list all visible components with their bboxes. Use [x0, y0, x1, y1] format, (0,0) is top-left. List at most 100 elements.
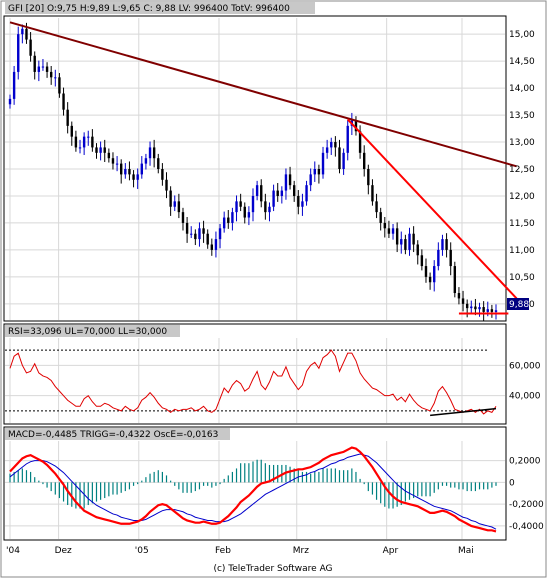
candle-body	[280, 190, 284, 196]
price-header: GFI [20] O:9,75 H:9,89 L:9,65 C: 9,88 LV…	[8, 4, 290, 14]
rsi-trendline	[430, 407, 497, 417]
candle-body	[12, 71, 16, 99]
candle-body	[255, 185, 259, 196]
candle-body	[260, 185, 263, 202]
rsi-y-tick: 40,000	[509, 392, 541, 402]
candle-body	[124, 169, 127, 175]
price-y-tick: 10,50	[509, 273, 535, 283]
price-y-tick: 12,50	[509, 165, 535, 175]
candle-body	[99, 147, 102, 153]
candle-body	[231, 212, 234, 223]
rsi-line	[9, 349, 497, 415]
rsi-y-tick: 60,000	[509, 361, 541, 371]
candle-body	[235, 201, 238, 213]
candle-body	[461, 298, 465, 304]
candle-body	[111, 158, 115, 164]
candle-body	[371, 185, 374, 202]
candle-body	[437, 249, 440, 267]
price-y-tick: 12,00	[509, 192, 535, 202]
candle-body	[157, 158, 160, 169]
candle-body	[33, 55, 36, 72]
macd-y-tick: -0,4000	[509, 522, 544, 532]
candle-body	[301, 201, 304, 207]
macd-header-bg	[5, 428, 230, 440]
rsi-header: RSI=33,096 UL=70,000 LL=30,000	[8, 327, 167, 337]
candle-body	[391, 228, 395, 234]
candle-body	[478, 307, 481, 310]
candle-body	[470, 306, 473, 309]
candle-body	[45, 66, 49, 72]
candle-body	[87, 136, 90, 138]
candle-body	[218, 228, 222, 240]
candle-body	[206, 233, 209, 245]
candle-body	[305, 185, 308, 202]
candle-body	[78, 147, 82, 149]
candle-body	[243, 206, 246, 218]
candle-body	[91, 136, 94, 148]
price-y-tick: 13,50	[509, 111, 535, 121]
trigger-line	[9, 453, 497, 530]
candle-body	[268, 206, 271, 213]
candle-body	[173, 201, 176, 207]
candle-body	[408, 233, 411, 250]
copyright: (c) TeleTrader Software AG	[213, 564, 332, 574]
candle-body	[482, 307, 485, 312]
candle-body	[494, 310, 498, 312]
candle-body	[367, 169, 370, 186]
candle-body	[433, 266, 436, 283]
macd-header: MACD=-0,4485 TRIGG=-0,4322 OscE=-0,0163	[8, 430, 218, 440]
macd-y-tick: 0,2000	[509, 457, 541, 467]
price-header-bg	[5, 2, 315, 14]
candle-body	[194, 233, 197, 240]
candle-body	[309, 174, 312, 186]
candle-body	[363, 152, 366, 169]
candle-body	[8, 98, 12, 105]
price-y-tick: 14,50	[509, 57, 535, 67]
candle-body	[66, 109, 69, 126]
candle-body	[227, 217, 230, 223]
candle-body	[214, 239, 218, 250]
macd-y-tick: -0,2000	[509, 500, 544, 510]
candle-body	[181, 212, 185, 223]
candle-body	[321, 152, 325, 175]
macd-y-tick: 0	[509, 478, 515, 488]
candle-body	[25, 28, 28, 40]
candle-body	[202, 228, 205, 234]
candle-body	[62, 93, 65, 110]
candle-body	[222, 217, 226, 229]
candle-body	[445, 239, 448, 250]
candle-body	[247, 212, 251, 218]
candle-body	[441, 239, 444, 250]
candle-body	[107, 152, 111, 159]
candle-body	[49, 71, 53, 78]
candle-body	[70, 125, 73, 137]
candle-body	[334, 142, 337, 148]
candle-body	[284, 174, 288, 191]
candle-body	[198, 228, 201, 240]
price-y-tick: 15,00	[509, 30, 535, 40]
candle-body	[264, 201, 267, 213]
candle-body	[387, 228, 391, 234]
candle-body	[74, 136, 78, 148]
candle-body	[400, 239, 403, 245]
candle-body	[490, 309, 494, 312]
x-tick: '04	[6, 546, 20, 556]
candle-body	[136, 174, 139, 180]
candle-body	[342, 152, 345, 169]
candle-body	[169, 190, 172, 207]
candle-body	[375, 201, 378, 213]
candle-body	[412, 233, 415, 245]
candle-body	[383, 222, 386, 229]
candle-body	[29, 39, 32, 56]
candle-body	[251, 195, 255, 213]
candle-body	[128, 169, 131, 175]
x-tick: Dez	[55, 546, 72, 556]
candle-body	[317, 169, 321, 175]
candle-body	[346, 125, 349, 153]
candle-body	[276, 190, 279, 196]
candle-body	[161, 169, 164, 180]
candle-body	[165, 179, 168, 191]
candle-body	[428, 276, 432, 283]
candle-body	[177, 201, 181, 213]
